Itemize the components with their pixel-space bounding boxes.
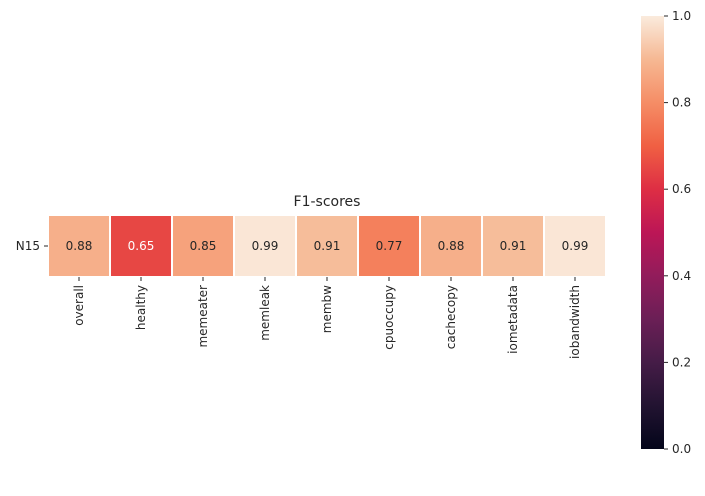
colorbar-tick-label: 1.0 xyxy=(672,9,691,23)
heatmap-cell xyxy=(357,214,421,278)
column-tick-label: healthy xyxy=(134,285,148,330)
cell-value-label: 0.99 xyxy=(252,239,279,253)
column-ticks: overall healthy memeater memleak membw cpuocc… xyxy=(72,277,582,359)
colorbar-tick-label: 0.8 xyxy=(672,96,691,110)
column-tick-label: memeater xyxy=(196,285,210,348)
cell-value-label: 0.99 xyxy=(562,239,589,253)
chart-title: F1-scores xyxy=(294,194,361,210)
cell-value-label: 0.85 xyxy=(190,239,217,253)
column-tick-label: iometadata xyxy=(506,285,520,354)
column-tick-label: cpuoccupy xyxy=(382,285,396,350)
colorbar-tick-label: 0.0 xyxy=(672,442,691,456)
cell-value-label: 0.91 xyxy=(314,239,341,253)
column-tick-label: membw xyxy=(320,285,334,333)
colorbar-gradient xyxy=(641,16,664,449)
colorbar-tick-label: 0.2 xyxy=(672,355,691,369)
column-tick-label: overall xyxy=(72,285,86,326)
colorbar-tick-label: 0.6 xyxy=(672,182,691,196)
colorbar-ticks: 0.0 0.2 0.4 0.6 0.8 1.0 xyxy=(664,9,691,456)
cell-value-label: 0.88 xyxy=(438,239,465,253)
heatmap-cell xyxy=(481,214,545,278)
heatmap-cell xyxy=(109,214,173,278)
cell-value-label: 0.88 xyxy=(66,239,93,253)
cell-value-label: 0.77 xyxy=(376,239,403,253)
column-tick-label: memleak xyxy=(258,285,272,341)
row-tick-label: N15 xyxy=(16,239,40,253)
cell-value-label: 0.65 xyxy=(128,239,155,253)
column-tick-label: iobandwidth xyxy=(568,285,582,359)
heatmap-cells: 0.88 0.65 0.85 0.99 0.91 0.77 0.88 0.91 0.99 xyxy=(47,214,607,278)
colorbar xyxy=(641,16,664,449)
row-ticks: N15 xyxy=(16,239,48,253)
cell-value-label: 0.91 xyxy=(500,239,527,253)
column-tick-label: cachecopy xyxy=(444,285,458,349)
colorbar-tick-label: 0.4 xyxy=(672,269,691,283)
